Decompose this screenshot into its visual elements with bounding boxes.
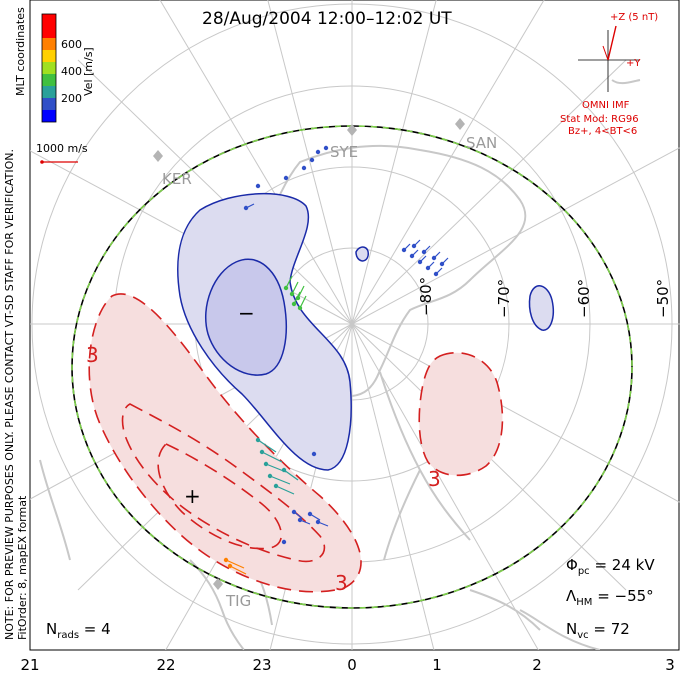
n-vc-value: 72 <box>611 620 630 638</box>
colorbar-tick-400: 400 <box>61 65 82 78</box>
potential-max-symbol: + <box>184 484 201 508</box>
mlt-label-1: 1 <box>432 656 442 674</box>
positive-east-cell <box>418 351 504 477</box>
site-label-sye: SYE <box>330 143 358 161</box>
velocity-colorbar <box>41 13 57 123</box>
positive-cell-inner <box>157 443 283 550</box>
lambda-hm-value: −55° <box>615 587 654 605</box>
lat-label-80: −80° <box>417 277 435 316</box>
positive-cell-middle <box>121 403 326 563</box>
phi-pc-label: Φpc = 24 kV <box>566 556 655 577</box>
site-sye-marker <box>347 124 357 136</box>
site-ker-marker <box>153 150 163 162</box>
n-rads-value: 4 <box>101 620 111 638</box>
phi-pc-value: 24 kV <box>612 556 656 574</box>
contour-label-1: 3 <box>86 343 99 367</box>
scale-vector-label: 1000 m/s <box>36 142 88 155</box>
fit-order-note: FitOrder: 8, mapEX format <box>16 495 29 640</box>
mlt-label-3: 3 <box>665 656 675 674</box>
negative-east-cell <box>528 285 554 331</box>
n-rads-label: Nrads = 4 <box>46 620 111 641</box>
site-label-tig: TIG <box>225 592 251 610</box>
contour-label-2: 3 <box>428 467 441 491</box>
stat-model-conditions: Bz+, 4<BT<6 <box>568 126 637 137</box>
imf-source-label: OMNI IMF <box>582 100 630 111</box>
colorbar-tick-200: 200 <box>61 92 82 105</box>
lat-label-70: −70° <box>495 279 513 318</box>
mlt-label-22: 22 <box>156 656 175 674</box>
potential-min-symbol: − <box>238 301 255 325</box>
stat-model-label: Stat Mod: RG96 <box>560 114 639 125</box>
lat-label-50: −50° <box>654 279 672 318</box>
site-label-ker: KER <box>162 170 192 188</box>
mlt-label-21: 21 <box>20 656 39 674</box>
mlt-label-2: 2 <box>532 656 542 674</box>
peninsula-coastline <box>379 371 471 561</box>
negative-cell-inner <box>204 258 287 376</box>
imf-z-label: +Z (5 nT) <box>610 12 658 23</box>
site-label-san: SAN <box>466 134 497 152</box>
scale-vector-origin <box>40 160 44 164</box>
lat-label-60: −60° <box>575 279 593 318</box>
negative-small-cell <box>355 246 369 262</box>
contour-label-3: 3 <box>335 571 348 595</box>
imf-dial <box>578 25 640 92</box>
positive-cell-outer <box>88 293 362 593</box>
map-title: 28/Aug/2004 12:00–12:02 UT <box>202 9 452 29</box>
preview-note: NOTE: FOR PREVIEW PURPOSES ONLY. PLEASE … <box>3 149 16 640</box>
coast-fragments <box>39 79 641 650</box>
velocity-vectors <box>223 145 449 575</box>
mlt-label-23: 23 <box>252 656 271 674</box>
site-tig-marker <box>213 578 223 590</box>
n-vc-label: Nvc = 72 <box>566 620 630 641</box>
colorbar-title: Vel [m/s] <box>82 47 95 96</box>
radar-sites <box>153 118 465 590</box>
coordinates-label: MLT coordinates <box>14 7 27 96</box>
site-san-marker <box>455 118 465 130</box>
imf-y-label: +Y <box>626 58 641 69</box>
mlt-label-0: 0 <box>347 656 357 674</box>
colorbar-tick-600: 600 <box>61 38 82 51</box>
